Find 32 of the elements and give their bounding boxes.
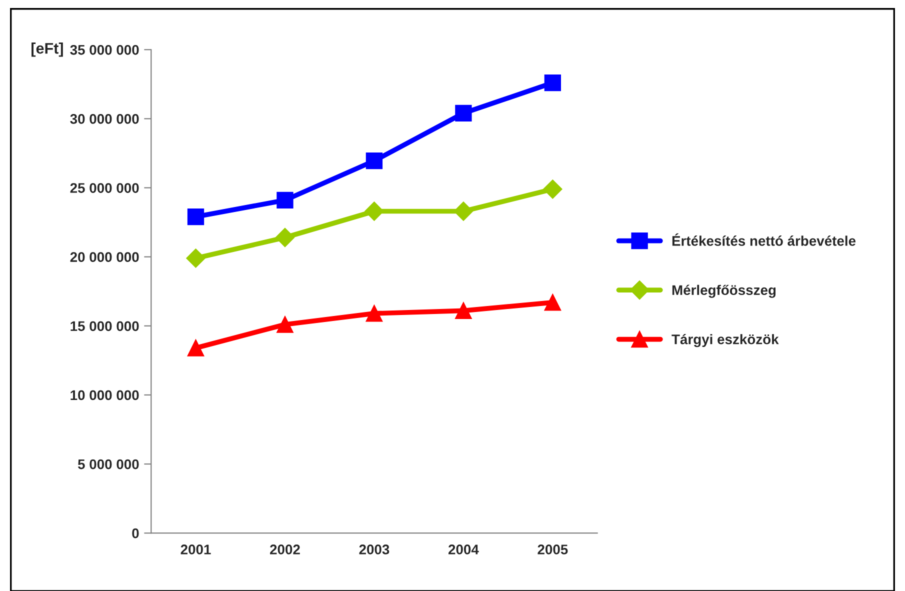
point	[543, 180, 562, 199]
point	[276, 316, 294, 333]
y-axis-title: [eFt]	[32, 42, 63, 57]
point	[364, 202, 384, 221]
x-tick-label: 2005	[538, 544, 568, 554]
x-tick-label: 2001	[180, 544, 211, 554]
y-tick-label: 10 000 000	[70, 390, 139, 400]
y-tick-label: 0	[132, 528, 139, 538]
y-tick-label: 20 000 000	[70, 252, 139, 262]
point	[275, 228, 295, 248]
point	[187, 208, 204, 226]
x-tick-label: 2002	[270, 544, 300, 554]
point	[366, 152, 383, 170]
legend-label: Tárgyi eszközök	[672, 334, 779, 348]
point	[366, 305, 383, 322]
point	[455, 302, 472, 320]
point	[544, 294, 562, 311]
y-tick-label: 30 000 000	[70, 114, 139, 124]
point	[455, 104, 472, 122]
y-tick-label: 5 000 000	[78, 459, 139, 470]
legend-label: Mérlegfőösszeg	[672, 284, 776, 298]
point	[544, 74, 562, 92]
point	[186, 248, 206, 268]
x-tick-label: 2003	[359, 544, 390, 554]
y-tick-label: 35 000 000	[70, 44, 139, 55]
point	[454, 202, 473, 221]
y-tick-label: 15 000 000	[70, 321, 139, 332]
x-tick-label: 2004	[448, 544, 479, 554]
point	[276, 192, 294, 209]
legend-label: Értékesítés nettó árbevétele	[672, 233, 856, 246]
y-tick-label: 25 000 000	[70, 183, 139, 193]
point	[187, 340, 204, 356]
